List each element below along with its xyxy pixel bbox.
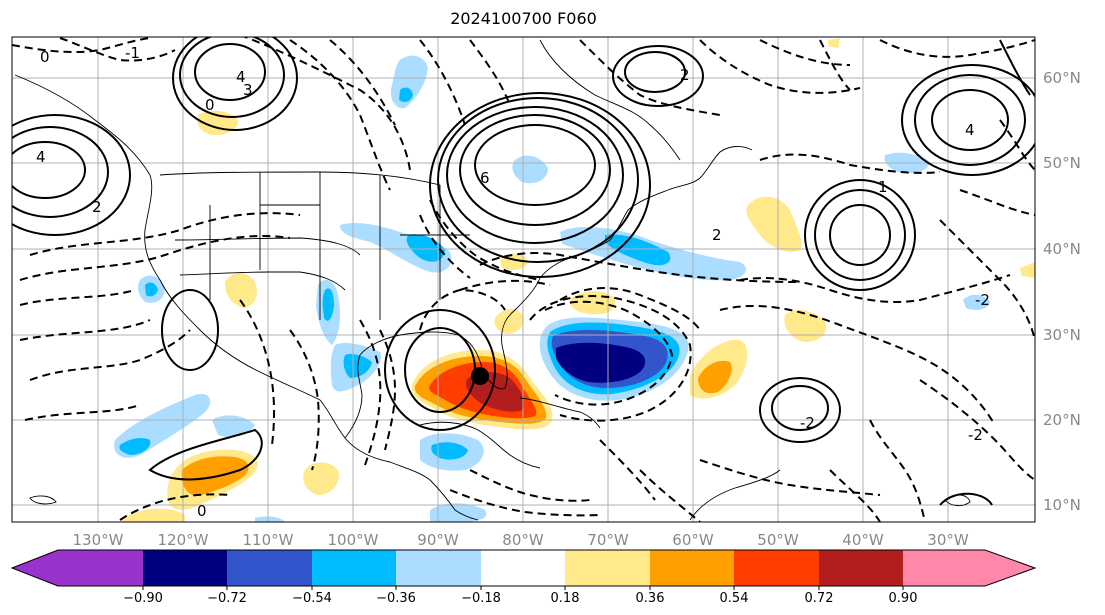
colorbar-extend-max [985, 550, 1035, 586]
colorbar-tick-label: −0.54 [292, 591, 332, 606]
lon-label: 100°W [328, 531, 379, 549]
colorbar-extend-min [12, 550, 58, 586]
latitude-labels: 60°N 50°N 40°N 30°N 20°N 10°N [1043, 69, 1081, 514]
map-gridlines [12, 37, 1035, 522]
storm-center-marker [471, 367, 489, 385]
lon-label: 90°W [417, 531, 459, 549]
colorbar-segment [143, 550, 227, 586]
contour-label: 4 [965, 121, 975, 139]
lat-label: 60°N [1043, 69, 1081, 87]
contour-labels: 0 0 0 2 2 2 4 4 4 -2 -2 -2 -1 6 1 3 [36, 44, 990, 520]
colorbar-tick-label: −0.36 [376, 591, 416, 606]
contour-label: -2 [975, 291, 990, 309]
contour-label: 2 [92, 198, 102, 216]
contour-label: 3 [243, 81, 253, 99]
map-area: 0 0 0 2 2 2 4 4 4 -2 -2 -2 -1 6 1 3 [12, 37, 1035, 522]
colorbar-tick-label: 0.18 [551, 591, 580, 606]
longitude-labels: 130°W 120°W 110°W 100°W 90°W 80°W 70°W 6… [73, 531, 969, 549]
contour-label: 6 [480, 169, 490, 187]
colorbar-tick-label: −0.18 [461, 591, 501, 606]
solid-contours [12, 37, 1035, 506]
lat-label: 10°N [1043, 496, 1081, 514]
colorbar-ticks [142, 586, 904, 590]
colorbar-segment [58, 550, 143, 586]
lon-label: 120°W [158, 531, 209, 549]
colorbar-segment [227, 550, 312, 586]
lon-label: 80°W [502, 531, 544, 549]
colorbar-segments [12, 550, 1035, 586]
contour-label: 0 [197, 502, 207, 520]
colorbar-tick-label: −0.72 [207, 591, 247, 606]
colorbar-outline [10, 549, 1037, 587]
colorbar-segment [565, 550, 650, 586]
colorbar-segment [650, 550, 734, 586]
dashed-contours [12, 37, 1035, 522]
map-title: 2024100700 F060 [450, 9, 597, 28]
lon-label: 130°W [73, 531, 124, 549]
lon-label: 50°W [757, 531, 799, 549]
contour-label: 2 [680, 66, 690, 84]
colorbar-tick-labels: −0.90 −0.72 −0.54 −0.36 −0.18 0.18 0.36 … [123, 591, 917, 606]
shaded-anomalies [114, 38, 1035, 522]
contour-label: 1 [878, 178, 888, 196]
contour-label: 2 [712, 226, 722, 244]
lon-label: 110°W [243, 531, 294, 549]
lon-label: 60°W [672, 531, 714, 549]
coastlines [14, 39, 971, 521]
contour-label: -2 [800, 414, 815, 432]
colorbar-segment [734, 550, 819, 586]
colorbar-segment [903, 550, 985, 586]
colorbar-tick-label: 0.72 [805, 591, 834, 606]
colorbar-tick-label: 0.36 [636, 591, 665, 606]
lat-label: 50°N [1043, 154, 1081, 172]
map-frame [11, 36, 1036, 523]
contour-label: -2 [968, 426, 983, 444]
lat-label: 30°N [1043, 326, 1081, 344]
colorbar-segment [481, 550, 565, 586]
lon-label: 70°W [587, 531, 629, 549]
contour-label: -1 [125, 44, 140, 62]
lat-label: 40°N [1043, 240, 1081, 258]
contour-label: 4 [36, 148, 46, 166]
lat-label: 20°N [1043, 411, 1081, 429]
colorbar-tick-label: −0.90 [123, 591, 163, 606]
lon-label: 40°W [842, 531, 884, 549]
colorbar-segment [396, 550, 481, 586]
contour-label: 0 [40, 48, 50, 66]
colorbar-tick-label: 0.90 [889, 591, 918, 606]
colorbar-segment [819, 550, 903, 586]
colorbar-tick-label: 0.54 [720, 591, 749, 606]
contour-label: 4 [236, 68, 246, 86]
lon-label: 30°W [927, 531, 969, 549]
colorbar-segment [312, 550, 396, 586]
contour-label: 0 [205, 96, 215, 114]
colorbar: −0.90 −0.72 −0.54 −0.36 −0.18 0.18 0.36 … [10, 549, 1037, 606]
